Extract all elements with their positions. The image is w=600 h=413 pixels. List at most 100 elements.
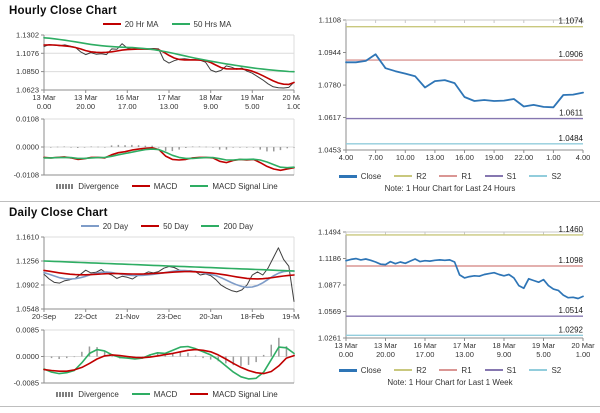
legend-label: Divergence	[78, 181, 119, 191]
svg-text:1.0617: 1.0617	[318, 113, 341, 122]
line-swatch	[394, 175, 413, 177]
legend-item-r2: R2	[394, 172, 426, 181]
svg-text:1.1074: 1.1074	[559, 17, 584, 26]
svg-text:9.00: 9.00	[203, 102, 218, 111]
hourly-macd-chart: 0.0108 0.0000 -0.0108	[14, 115, 295, 180]
svg-text:0.00: 0.00	[339, 350, 354, 359]
svg-text:20-Jan: 20-Jan	[199, 312, 222, 321]
svg-text:1.1108: 1.1108	[319, 16, 341, 25]
svg-text:17 Mar: 17 Mar	[453, 341, 477, 350]
line-swatch	[190, 185, 209, 187]
legend-label: S1	[506, 365, 517, 375]
legend-item-s1: S1	[484, 365, 517, 375]
panel-week-pivots: 1.1494 1.1186 1.0877 1.0569 1.0261 13 Mar 0.00…	[300, 202, 600, 402]
legend-item-200-day: 200 Day	[201, 222, 253, 231]
svg-text:1.0514: 1.0514	[559, 306, 584, 315]
line-swatch	[141, 225, 160, 227]
line-swatch	[439, 175, 458, 177]
svg-text:1.0548: 1.0548	[16, 305, 39, 314]
legend-label: MACD Signal Line	[212, 389, 278, 399]
svg-text:13.00: 13.00	[455, 350, 474, 359]
line-swatch	[171, 23, 190, 25]
svg-text:1.0780: 1.0780	[318, 81, 341, 90]
svg-text:5.00: 5.00	[536, 350, 551, 359]
svg-text:17 Mar: 17 Mar	[157, 93, 181, 102]
svg-text:13 Mar: 13 Mar	[32, 93, 56, 102]
svg-text:1.0944: 1.0944	[318, 48, 341, 57]
svg-text:1.1302: 1.1302	[16, 31, 39, 40]
svg-text:0.00: 0.00	[37, 102, 52, 111]
legend-item-divergence: Divergence	[56, 181, 119, 191]
panel-daily-close: Daily Close Chart 20 Day 50 Day 200 Day 1.…	[0, 202, 300, 402]
legend-label: R1	[461, 171, 472, 181]
svg-text:21-Nov: 21-Nov	[115, 312, 139, 321]
legend-label: Divergence	[78, 389, 119, 399]
svg-text:-0.0108: -0.0108	[14, 171, 39, 180]
line-swatch	[529, 369, 548, 371]
legend-label: S2	[551, 365, 562, 375]
svg-text:22-Oct: 22-Oct	[74, 312, 97, 321]
legend-label: 50 Hrs MA	[193, 19, 232, 29]
row-divider	[0, 201, 600, 202]
svg-text:20 Mar: 20 Mar	[282, 93, 300, 102]
legend-label: MACD	[153, 389, 178, 399]
svg-text:20.00: 20.00	[76, 102, 95, 111]
panel-hourly-close: Hourly Close Chart 20 Hr MA 50 Hrs MA 1.1…	[0, 0, 300, 201]
h24-note: Note: 1 Hour Chart for Last 24 Hours	[384, 184, 516, 193]
hourly-chart-title: Hourly Close Chart	[9, 5, 117, 17]
svg-text:13 Mar: 13 Mar	[374, 341, 398, 350]
panel-24h-pivots: 1.1108 1.0944 1.0780 1.0617 1.0453 4.00 7.00 10…	[300, 0, 600, 201]
svg-text:22.00: 22.00	[514, 153, 533, 162]
svg-text:4.00: 4.00	[576, 153, 591, 162]
legend-item-close: Close	[338, 172, 381, 181]
svg-text:1.00: 1.00	[287, 102, 300, 111]
svg-text:17.00: 17.00	[416, 350, 435, 359]
svg-text:19.00: 19.00	[485, 153, 504, 162]
line-swatch	[529, 175, 548, 177]
daily-macd-legend: Divergence MACD MACD Signal Line	[38, 388, 296, 400]
legend-item-50-hrs-ma: 50 Hrs MA	[171, 19, 232, 29]
svg-text:17.00: 17.00	[118, 102, 137, 111]
divergence-bar-swatch	[56, 183, 75, 189]
daily-chart-title: Daily Close Chart	[9, 207, 108, 219]
legend-label: S1	[506, 171, 517, 181]
legend-item-macd-signal-line: MACD Signal Line	[190, 181, 278, 191]
svg-text:1.0484: 1.0484	[559, 134, 584, 143]
svg-text:18 Mar: 18 Mar	[199, 93, 223, 102]
svg-text:1.0902: 1.0902	[16, 281, 39, 290]
legend-label: R2	[416, 365, 427, 375]
legend-item-s2: S2	[529, 366, 561, 375]
hourly-price-legend: 20 Hr MA 50 Hrs MA	[38, 18, 296, 30]
legend-item-s2: S2	[529, 172, 561, 181]
legend-label: Close	[360, 365, 382, 375]
h24-legend: Close R2 R1 S1 S2	[300, 170, 600, 182]
svg-text:16 Mar: 16 Mar	[413, 341, 437, 350]
svg-text:16 Mar: 16 Mar	[116, 93, 140, 102]
svg-text:23-Dec: 23-Dec	[157, 312, 181, 321]
svg-text:1.0453: 1.0453	[318, 146, 341, 155]
svg-text:13.00: 13.00	[160, 102, 179, 111]
legend-item-r1: R1	[439, 171, 472, 181]
svg-text:1.0623: 1.0623	[16, 86, 39, 95]
svg-text:1.00: 1.00	[546, 153, 561, 162]
week-legend: Close R2 R1 S1 S2	[300, 364, 600, 376]
legend-label: MACD Signal Line	[212, 181, 278, 191]
svg-text:1.0850: 1.0850	[16, 67, 39, 76]
legend-item-r2: R2	[394, 366, 426, 375]
line-swatch	[190, 393, 209, 395]
legend-item-20-day: 20 Day	[80, 222, 128, 231]
svg-text:1.0569: 1.0569	[318, 307, 341, 316]
legend-item-macd-signal-line: MACD Signal Line	[190, 389, 278, 399]
legend-label: MACD	[153, 181, 178, 191]
week-note: Note: 1 Hour Chart for Last 1 Week	[387, 378, 513, 387]
bottom-row: Daily Close Chart 20 Day 50 Day 200 Day 1.…	[0, 202, 600, 402]
line-swatch	[201, 225, 220, 227]
svg-text:0.0000: 0.0000	[16, 352, 39, 361]
svg-text:19-Mar: 19-Mar	[282, 312, 300, 321]
svg-text:1.1076: 1.1076	[16, 49, 39, 58]
